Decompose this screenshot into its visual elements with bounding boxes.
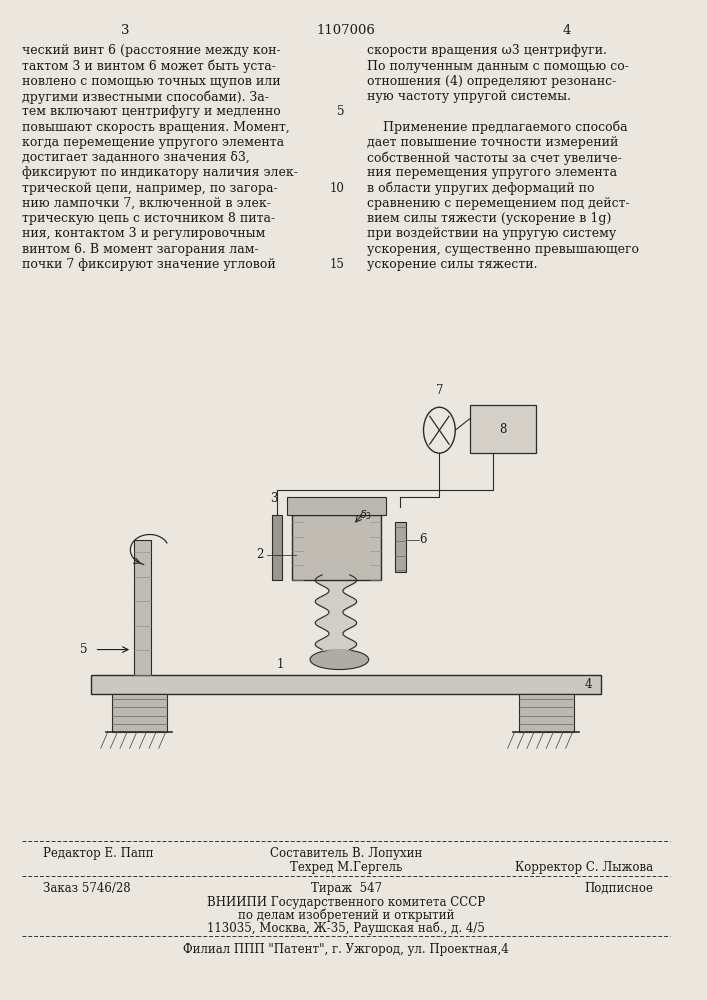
- Text: трической цепи, например, по загора-: трической цепи, например, по загора-: [22, 182, 278, 195]
- FancyBboxPatch shape: [293, 515, 381, 580]
- Text: Заказ 5746/28: Заказ 5746/28: [43, 882, 130, 895]
- Text: ускорения, существенно превышающего: ускорения, существенно превышающего: [367, 243, 639, 256]
- Text: Редактор Е. Папп: Редактор Е. Папп: [43, 847, 153, 860]
- Text: По полученным данным с помощью со-: По полученным данным с помощью со-: [367, 60, 629, 73]
- FancyBboxPatch shape: [519, 694, 574, 732]
- Text: фиксируют по индикатору наличия элек-: фиксируют по индикатору наличия элек-: [22, 166, 298, 179]
- Text: Корректор С. Лыжова: Корректор С. Лыжова: [515, 861, 653, 874]
- FancyBboxPatch shape: [470, 405, 536, 453]
- Text: почки 7 фиксируют значение угловой: почки 7 фиксируют значение угловой: [22, 258, 276, 271]
- FancyBboxPatch shape: [91, 675, 602, 694]
- Text: 6: 6: [419, 533, 427, 546]
- Text: Тираж  547: Тираж 547: [310, 882, 382, 895]
- Text: нию лампочки 7, включенной в элек-: нию лампочки 7, включенной в элек-: [22, 197, 271, 210]
- Text: винтом 6. В момент загорания лам-: винтом 6. В момент загорания лам-: [22, 243, 259, 256]
- Text: 1: 1: [277, 658, 284, 671]
- Ellipse shape: [310, 650, 368, 670]
- Text: ния перемещения упругого элемента: ния перемещения упругого элемента: [367, 166, 617, 179]
- FancyBboxPatch shape: [134, 540, 151, 675]
- FancyBboxPatch shape: [395, 522, 406, 572]
- Text: тактом 3 и винтом 6 может быть уста-: тактом 3 и винтом 6 может быть уста-: [22, 60, 276, 73]
- Text: 4: 4: [584, 678, 592, 691]
- Text: 10: 10: [329, 182, 344, 195]
- Text: другими известными способами). За-: другими известными способами). За-: [22, 90, 269, 104]
- Text: дает повышение точности измерений: дает повышение точности измерений: [367, 136, 619, 149]
- Text: 15: 15: [329, 258, 344, 271]
- Text: сравнению с перемещением под дейст-: сравнению с перемещением под дейст-: [367, 197, 629, 210]
- Text: 7: 7: [436, 384, 443, 397]
- Text: по делам изобретений и открытий: по делам изобретений и открытий: [238, 909, 455, 922]
- Text: вием силы тяжести (ускорение в 1g): вием силы тяжести (ускорение в 1g): [367, 212, 612, 225]
- Text: тем включают центрифугу и медленно: тем включают центрифугу и медленно: [22, 105, 281, 118]
- Text: ВНИИПИ Государственного комитета СССР: ВНИИПИ Государственного комитета СССР: [207, 896, 485, 909]
- Text: повышают скорость вращения. Момент,: повышают скорость вращения. Момент,: [22, 121, 290, 134]
- Text: Применение предлагаемого способа: Применение предлагаемого способа: [367, 121, 628, 134]
- Text: 2: 2: [257, 548, 264, 561]
- FancyBboxPatch shape: [287, 497, 386, 515]
- Text: Филиал ППП "Патент", г. Ужгород, ул. Проектная,4: Филиал ППП "Патент", г. Ужгород, ул. Про…: [183, 943, 509, 956]
- Text: отношения (4) определяют резонанс-: отношения (4) определяют резонанс-: [367, 75, 617, 88]
- Text: 5: 5: [337, 105, 344, 118]
- Text: 3: 3: [270, 492, 278, 505]
- Text: 8: 8: [499, 423, 507, 436]
- Text: 4: 4: [563, 24, 571, 37]
- Text: новлено с помощью точных щупов или: новлено с помощью точных щупов или: [22, 75, 281, 88]
- Text: 3: 3: [122, 24, 130, 37]
- Text: Техред М.Гергель: Техред М.Гергель: [290, 861, 402, 874]
- FancyBboxPatch shape: [112, 694, 167, 732]
- Text: ную частоту упругой системы.: ную частоту упругой системы.: [367, 90, 571, 103]
- Text: 1107006: 1107006: [317, 24, 375, 37]
- Text: Подписное: Подписное: [584, 882, 653, 895]
- Text: когда перемещение упругого элемента: когда перемещение упругого элемента: [22, 136, 284, 149]
- Text: 5: 5: [81, 643, 88, 656]
- Text: ческий винт 6 (расстояние между кон-: ческий винт 6 (расстояние между кон-: [22, 44, 281, 57]
- Text: при воздействии на упругую систему: при воздействии на упругую систему: [367, 227, 617, 240]
- Text: достигает заданного значения δ3,: достигает заданного значения δ3,: [22, 151, 250, 164]
- Text: в области упругих деформаций по: в области упругих деформаций по: [367, 182, 595, 195]
- Text: скорости вращения ω3 центрифуги.: скорости вращения ω3 центрифуги.: [367, 44, 607, 57]
- Text: 113035, Москва, Ж-35, Раушская наб., д. 4/5: 113035, Москва, Ж-35, Раушская наб., д. …: [207, 922, 485, 935]
- Text: собственной частоты за счет увеличе-: собственной частоты за счет увеличе-: [367, 151, 621, 165]
- Text: $\delta_3$: $\delta_3$: [358, 508, 372, 522]
- Text: трическую цепь с источником 8 пита-: трическую цепь с источником 8 пита-: [22, 212, 275, 225]
- Text: ния, контактом 3 и регулировочным: ния, контактом 3 и регулировочным: [22, 227, 265, 240]
- Text: Составитель В. Лопухин: Составитель В. Лопухин: [270, 847, 423, 860]
- FancyBboxPatch shape: [272, 515, 282, 580]
- Text: ускорение силы тяжести.: ускорение силы тяжести.: [367, 258, 537, 271]
